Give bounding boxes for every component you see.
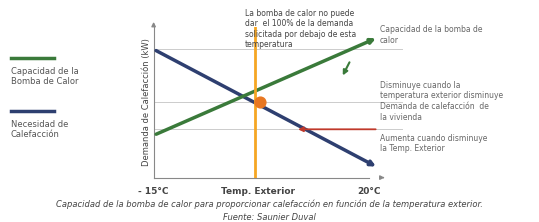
Text: Fuente: Saunier Duval: Fuente: Saunier Duval (223, 213, 316, 222)
Text: Necesidad de
Calefacción: Necesidad de Calefacción (11, 120, 68, 139)
Text: Capacidad de la
Bomba de Calor: Capacidad de la Bomba de Calor (11, 67, 79, 86)
Text: Disminuye cuando la
temperatura exterior disminuye: Disminuye cuando la temperatura exterior… (380, 81, 503, 100)
Y-axis label: Demanda de Calefacción (kW): Demanda de Calefacción (kW) (142, 38, 151, 166)
Text: Aumenta cuando disminuye
la Temp. Exterior: Aumenta cuando disminuye la Temp. Exteri… (380, 134, 487, 153)
Text: Capacidad de la bomba de calor para proporcionar calefacción en función de la te: Capacidad de la bomba de calor para prop… (56, 200, 483, 209)
Text: Capacidad de la bomba de
calor: Capacidad de la bomba de calor (380, 26, 482, 45)
Text: Demanda de calefacción  de
la vivienda: Demanda de calefacción de la vivienda (380, 102, 489, 122)
Point (256, 100, 265, 104)
Text: La bomba de calor no puede
dar  el 100% de la demanda
solicitada por debajo de e: La bomba de calor no puede dar el 100% d… (245, 9, 356, 49)
